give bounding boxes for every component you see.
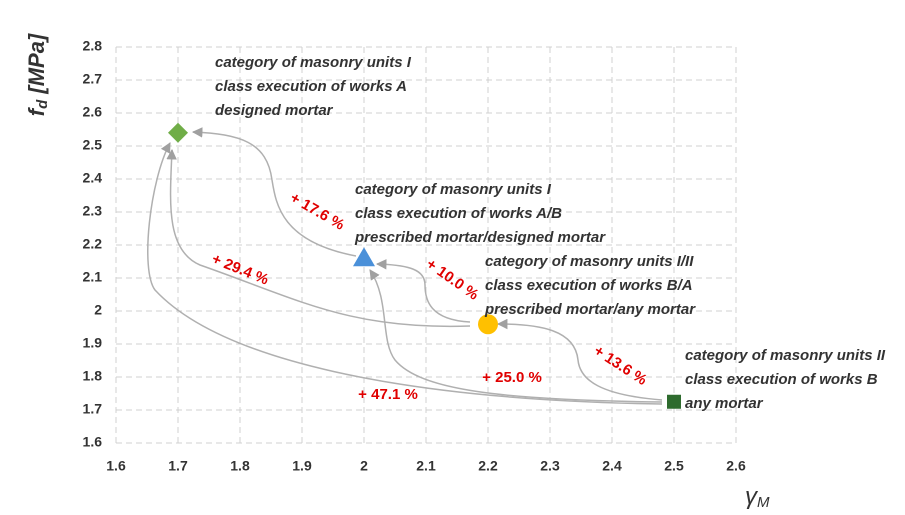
arrow-label: + 10.0 % xyxy=(423,255,482,303)
annotation: any mortar xyxy=(685,395,764,412)
annotation: prescribed mortar/any mortar xyxy=(484,301,696,318)
x-tick-label: 2.5 xyxy=(664,458,684,474)
arrows xyxy=(147,127,663,405)
y-tick-label: 2.2 xyxy=(83,236,103,252)
annotation: prescribed mortar/designed mortar xyxy=(354,229,606,246)
annotation: category of masonry units II xyxy=(685,347,886,364)
x-tick-label: 2.3 xyxy=(540,458,560,474)
annotation: class execution of works A xyxy=(215,78,407,95)
y-tick-label: 2.4 xyxy=(83,170,103,186)
arrow xyxy=(147,142,663,405)
y-tick-label: 2.1 xyxy=(83,269,103,285)
point xyxy=(353,247,375,267)
point xyxy=(168,122,188,143)
annotation: designed mortar xyxy=(215,102,334,119)
y-tick-label: 2.8 xyxy=(83,38,103,54)
y-tick-label: 2.3 xyxy=(83,203,103,219)
arrow-label: + 13.6 % xyxy=(591,342,650,389)
annotation: class execution of works B xyxy=(685,371,878,388)
arrow-label: + 47.1 % xyxy=(358,386,418,403)
x-axis-label: γM xyxy=(745,483,770,511)
annotation: class execution of works B/A xyxy=(485,277,693,294)
y-tick-label: 1.7 xyxy=(83,401,103,417)
x-tick-label: 2.4 xyxy=(602,458,622,474)
y-tick-label: 1.9 xyxy=(83,335,103,351)
y-tick-label: 1.6 xyxy=(83,434,103,450)
y-label-main: f xyxy=(24,106,49,116)
annotation: category of masonry units I xyxy=(215,54,412,71)
arrow xyxy=(166,148,471,328)
y-tick-label: 2.6 xyxy=(83,104,103,120)
annotation: category of masonry units I/II xyxy=(485,253,694,270)
x-tick-label: 1.9 xyxy=(292,458,312,474)
grid xyxy=(115,46,737,444)
y-tick-label: 2.5 xyxy=(83,137,103,153)
y-tick-label: 1.8 xyxy=(83,368,103,384)
point xyxy=(667,394,681,409)
annotation: category of masonry units I xyxy=(355,181,552,198)
x-tick-label: 1.7 xyxy=(168,458,188,474)
arrow xyxy=(369,269,663,403)
annotation: class execution of works A/B xyxy=(355,205,562,222)
arrow xyxy=(496,318,663,401)
arrow-label: + 25.0 % xyxy=(482,369,542,386)
arrow xyxy=(375,259,471,323)
point xyxy=(478,314,498,335)
x-tick-label: 1.8 xyxy=(230,458,250,474)
x-tick-label: 2.6 xyxy=(726,458,746,474)
y-axis-label: fd [MPa] xyxy=(24,33,51,116)
x-tick-label: 2.2 xyxy=(478,458,498,474)
arrow xyxy=(191,127,357,257)
y-tick-label: 2 xyxy=(94,302,102,318)
y-tick-label: 2.7 xyxy=(83,71,103,87)
x-tick-label: 1.6 xyxy=(106,458,126,474)
x-label-sub: M xyxy=(757,494,770,511)
x-tick-label: 2 xyxy=(360,458,368,474)
y-label-sub: d xyxy=(34,99,51,109)
y-label-rest: [MPa] xyxy=(24,33,49,100)
x-label-main: γ xyxy=(745,483,759,510)
x-tick-label: 2.1 xyxy=(416,458,436,474)
